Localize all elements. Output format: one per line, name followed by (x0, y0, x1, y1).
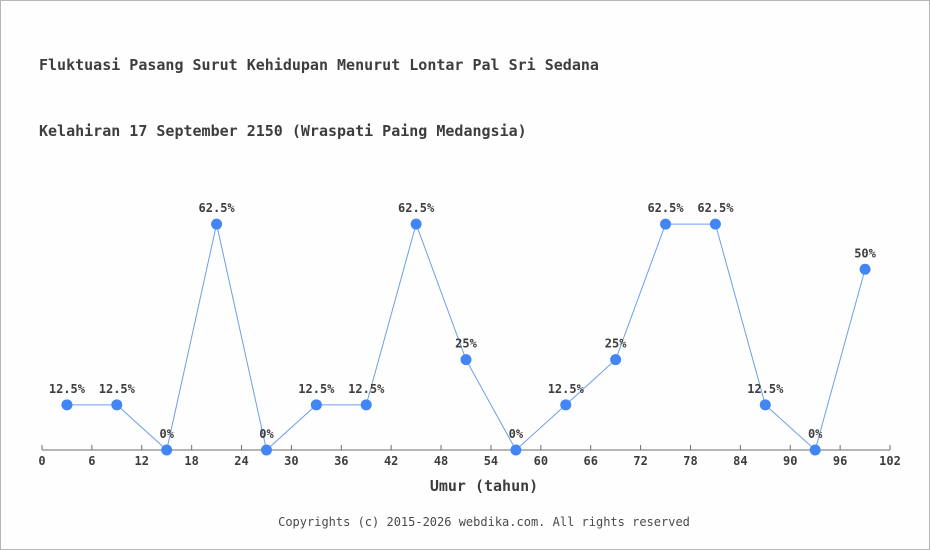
x-tick-label: 0 (38, 454, 45, 468)
data-point-label: 12.5% (298, 382, 335, 396)
chart-title-line1: Fluktuasi Pasang Surut Kehidupan Menurut… (39, 56, 599, 74)
data-point (161, 444, 173, 456)
x-tick-label: 24 (234, 454, 248, 468)
data-point (759, 399, 771, 411)
x-tick-label: 78 (683, 454, 697, 468)
data-point (211, 218, 223, 230)
data-point (709, 218, 721, 230)
data-point-label: 62.5% (647, 201, 684, 215)
x-tick-label: 54 (484, 454, 498, 468)
x-tick-label: 12 (135, 454, 149, 468)
x-tick-label: 18 (184, 454, 198, 468)
chart-title: Fluktuasi Pasang Surut Kehidupan Menurut… (39, 10, 599, 186)
data-point (111, 399, 123, 411)
data-point (260, 444, 272, 456)
x-tick-label: 90 (783, 454, 797, 468)
x-tick-label: 48 (434, 454, 448, 468)
data-point (310, 399, 322, 411)
data-point (610, 354, 622, 366)
copyright-text: Copyrights (c) 2015-2026 webdika.com. Al… (278, 515, 690, 529)
data-point-label: 12.5% (49, 382, 86, 396)
data-point-label: 62.5% (697, 201, 734, 215)
data-point (660, 218, 672, 230)
data-point (61, 399, 73, 411)
data-point (460, 354, 472, 366)
data-point-label: 0% (808, 427, 823, 441)
data-point-label: 12.5% (548, 382, 585, 396)
data-point (510, 444, 522, 456)
x-tick-label: 84 (733, 454, 747, 468)
data-point-label: 0% (509, 427, 524, 441)
data-point-label: 12.5% (747, 382, 784, 396)
chart-title-line2: Kelahiran 17 September 2150 (Wraspati Pa… (39, 122, 527, 140)
data-point (410, 218, 422, 230)
x-tick-label: 30 (284, 454, 298, 468)
x-tick-label: 60 (534, 454, 548, 468)
line-chart: 0 6 12 18 24 30 36 42 48 54 60 66 72 78 84 90 96 102 12.5%… (38, 201, 901, 495)
x-tick-label: 66 (583, 454, 597, 468)
data-point-label: 25% (455, 337, 477, 351)
x-axis-title: Umur (tahun) (430, 477, 538, 495)
data-point-label: 0% (259, 427, 274, 441)
data-point (859, 263, 871, 275)
data-point-label: 12.5% (348, 382, 385, 396)
data-point-label: 62.5% (199, 201, 236, 215)
x-tick-label: 96 (833, 454, 847, 468)
data-point-label: 0% (159, 427, 174, 441)
data-point (809, 444, 821, 456)
data-point (560, 399, 572, 411)
data-point-label: 62.5% (398, 201, 435, 215)
x-tick-label: 42 (384, 454, 398, 468)
x-tick-label: 36 (334, 454, 348, 468)
data-point-label: 25% (605, 337, 627, 351)
x-tick-label: 102 (879, 454, 901, 468)
x-tick-label: 72 (633, 454, 647, 468)
x-tick-label: 6 (88, 454, 95, 468)
data-point-label: 50% (854, 246, 876, 260)
data-point-label: 12.5% (99, 382, 136, 396)
data-point (360, 399, 372, 411)
